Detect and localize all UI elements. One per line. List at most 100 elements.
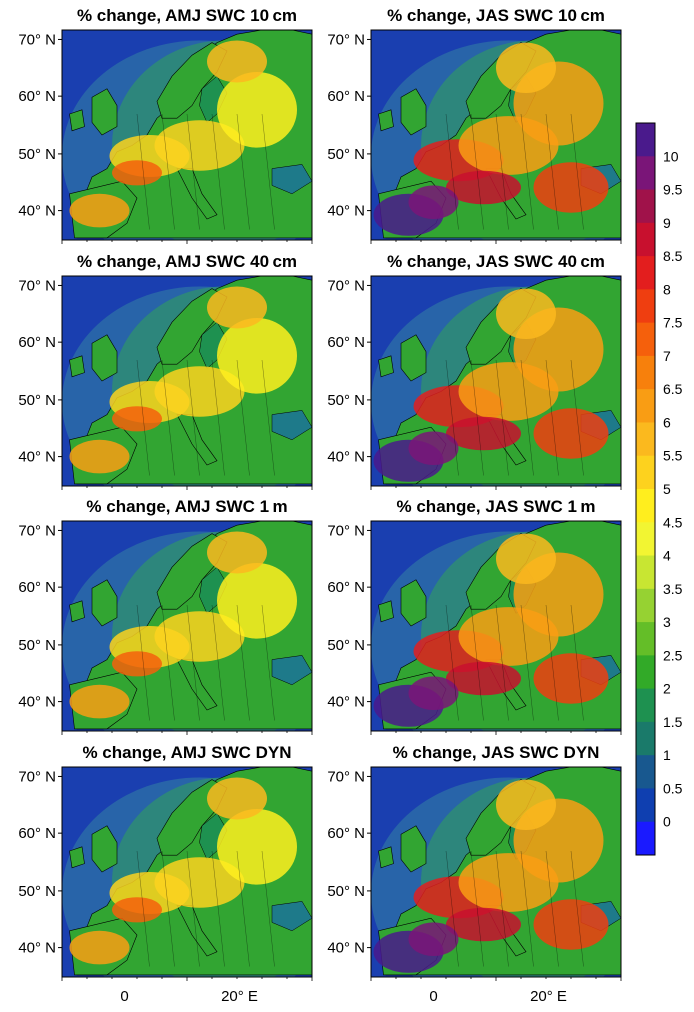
map-panel-jas-1m: % change, JAS SWC 1 m 70° N 60° N 50° N 40° … [327, 497, 622, 735]
lat-tick-label: 40° N [18, 203, 56, 220]
black-sea [271, 901, 312, 932]
colorbar-segment [636, 389, 655, 423]
panel-title: % change, AMJ SWC 10 cm [77, 6, 297, 25]
heat-region [408, 431, 459, 465]
country-border [495, 604, 509, 721]
map-panel-jas-10cm: % change, JAS SWC 10 cm 70° N 60° N 50° N 40… [327, 6, 622, 244]
map-area [62, 767, 312, 977]
heat-region [207, 777, 267, 820]
land-region [378, 846, 394, 869]
lat-tick-label: 70° N [327, 277, 365, 294]
heat-region [408, 922, 459, 956]
country-border [520, 113, 534, 230]
country-border [445, 113, 459, 230]
colorbar-label: 4.5 [663, 514, 683, 530]
heat-region [217, 72, 297, 148]
land-region [400, 88, 427, 136]
map-area [371, 30, 621, 240]
map-area [62, 521, 312, 731]
heat-region [533, 408, 609, 459]
country-border [136, 850, 150, 967]
colorbar-segment [636, 455, 655, 490]
colorbar-label: 9 [663, 215, 671, 231]
country-border [545, 113, 559, 230]
country-border [211, 359, 225, 476]
country-border [470, 850, 484, 967]
land-region [69, 846, 85, 869]
heat-region [217, 563, 297, 639]
panel-title: % change, JAS SWC DYN [393, 743, 600, 762]
lon-tick-label: 20° E [530, 988, 567, 1005]
colorbar-label: 5 [663, 481, 671, 497]
black-sea [271, 164, 312, 195]
colorbar-label: 7.5 [663, 315, 683, 331]
lat-tick-label: 40° N [327, 203, 365, 220]
country-border [186, 113, 200, 230]
country-border [495, 850, 509, 967]
land-region [400, 334, 427, 382]
country-border [570, 113, 584, 230]
colorbar-segment [636, 422, 655, 457]
lat-tick-label: 60° N [327, 579, 365, 596]
colorbar-label: 1.5 [663, 714, 683, 730]
map-panel-jas-40cm: % change, JAS SWC 40 cm 70° N 60° N 50° N 40… [327, 252, 622, 490]
lat-tick-label: 70° N [327, 522, 365, 539]
lat-tick-label: 70° N [18, 522, 56, 539]
lat-tick-label: 60° N [18, 825, 56, 842]
colorbar-segment [636, 489, 655, 523]
land-region [91, 334, 118, 382]
lat-tick-label: 60° N [327, 88, 365, 105]
heat-region [446, 416, 521, 451]
colorbar-segment [636, 355, 655, 390]
map-area [62, 276, 312, 486]
map-area [371, 276, 621, 486]
lat-tick-label: 40° N [18, 694, 56, 711]
black-sea [271, 410, 312, 441]
lat-tick-label: 60° N [18, 579, 56, 596]
country-border [445, 850, 459, 967]
colorbar-label: 2.5 [663, 647, 683, 663]
heat-region [446, 661, 521, 696]
heat-region [154, 611, 245, 662]
country-border [211, 113, 225, 230]
lat-tick-label: 70° N [327, 31, 365, 48]
colorbar-label: 6 [663, 414, 671, 430]
country-border [136, 604, 150, 721]
colorbar-segment [636, 622, 655, 656]
colorbar-segment [636, 788, 655, 823]
heat-region [207, 531, 267, 574]
country-border [236, 359, 250, 476]
country-border [520, 359, 534, 476]
heat-region [533, 899, 609, 950]
colorbar-label: 1 [663, 747, 671, 763]
lat-tick-label: 40° N [18, 940, 56, 957]
country-border [570, 850, 584, 967]
land-region [91, 88, 118, 136]
land-region [69, 355, 85, 378]
heat-region [533, 653, 609, 704]
colorbar-segment [636, 222, 655, 257]
heat-region [496, 288, 556, 339]
colorbar-label: 0 [663, 814, 671, 830]
map-panels: % change, AMJ SWC 10 cm 70° N 60° N 50° N 40… [18, 6, 622, 981]
colorbar-frame [635, 122, 656, 856]
lon-tick-label: 0 [120, 988, 128, 1005]
lat-tick-label: 60° N [18, 88, 56, 105]
heat-region [217, 809, 297, 885]
country-border [520, 850, 534, 967]
colorbar-label: 0.5 [663, 780, 683, 796]
colorbar-label: 10 [663, 148, 679, 164]
land-region [378, 355, 394, 378]
country-border [261, 359, 275, 476]
map-panel-amj-40cm: % change, AMJ SWC 40 cm 70° N 60° N 50° N 40… [18, 252, 313, 490]
country-border [545, 850, 559, 967]
panel-title: % change, JAS SWC 40 cm [387, 252, 605, 271]
colorbar-segment [636, 522, 655, 557]
land-region [91, 825, 118, 873]
longitude-axis: 0 20° E 0 20° E [120, 988, 567, 1005]
country-border [211, 604, 225, 721]
country-border [186, 359, 200, 476]
heat-region [69, 684, 130, 719]
lat-tick-label: 70° N [18, 277, 56, 294]
heat-region [112, 651, 162, 677]
